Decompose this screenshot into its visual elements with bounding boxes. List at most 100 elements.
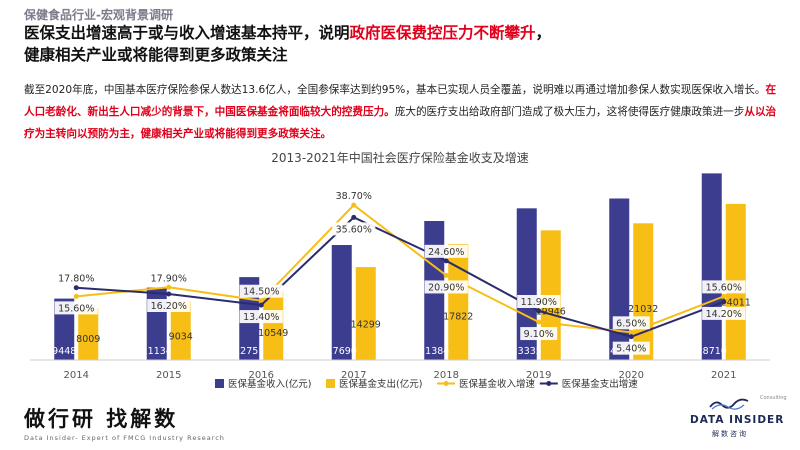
legend-label: 医保基金收入(亿元) [228,378,311,390]
body-sentence-2-red: 在人口老龄化、新出生人口减少的背景下，中国医保基金将面临较大的控费压力。 [24,84,777,118]
headline-line2: 健康相关产业或将能得到更多政策关注 [24,46,288,64]
expense-growth-point [536,308,542,314]
income-growth-label-bg [239,284,283,298]
legend-label: 医保基金支出增速 [562,378,639,390]
income-value-label: 11134 [142,346,172,357]
consulting-label: Consulting [760,395,787,401]
body-sentence-3: 庞大的医疗支出给政府部门造成了极大压力，这将使得医疗健康政策进一步 [394,106,745,118]
expense-growth-point [721,299,727,305]
legend-label: 医保基金收入增速 [459,378,536,390]
expense-growth-label: 5.40% [616,344,646,355]
expense-value-label: 8009 [76,334,100,345]
income-growth-label: 9.10% [524,329,554,340]
expense-bar [78,307,99,360]
legend-swatch [215,379,224,388]
expense-growth-line [76,216,725,338]
headline-part1: 医保支出增速高于或与收入增速基本持平，说明 [24,24,350,42]
legend-label: 医保基金支出(亿元) [339,378,422,390]
expense-value-label: 17822 [443,311,473,322]
income-growth-point [351,202,357,208]
expense-growth-label-bg [424,244,468,258]
expense-growth-point [628,334,634,340]
expense-value-label: 19946 [536,307,566,318]
income-growth-point [73,293,79,299]
expense-growth-label-bg [239,310,283,324]
expense-growth-label: 35.60% [336,224,372,235]
headline: 医保支出增速高于或与收入增速基本持平，说明政府医保费控压力不断攀升， 健康相关产… [24,22,744,66]
legend-marker [546,381,552,386]
expense-growth-label: 17.80% [58,274,94,285]
expense-growth-point [73,285,79,291]
income-growth-label: 15.60% [706,282,742,293]
income-growth-label: 38.70% [336,191,372,202]
expense-growth-label: 14.20% [706,309,742,320]
expense-growth-point [166,291,172,297]
expense-value-label: 9034 [169,331,193,342]
logo-mark-icon [709,398,749,410]
expense-growth-label-bg [54,271,98,285]
x-tick-label: 2015 [156,370,181,381]
expense-growth-label-bg [147,299,191,313]
income-growth-point [166,284,172,290]
headline-part2: ， [535,24,552,42]
income-bar [701,173,722,360]
section-kicker: 保健食品行业-宏观背景调研 [24,8,173,22]
income-growth-label: 20.90% [428,282,464,293]
expense-growth-label: 24.60% [428,247,464,258]
legend-swatch [326,379,335,388]
expense-growth-label-bg [332,222,376,236]
headline-highlight: 政府医保费控压力不断攀升 [349,24,536,42]
expense-growth-point [443,258,449,264]
x-tick-label: 2016 [249,370,274,381]
x-tick-label: 2020 [619,370,644,381]
income-growth-label: 14.50% [243,287,279,298]
expense-growth-label: 13.40% [243,312,279,323]
x-tick-label: 2014 [64,370,89,381]
x-tick-label: 2019 [526,370,551,381]
expense-value-label: 14299 [351,319,381,330]
income-growth-label-bg [520,327,558,341]
legend-marker [443,381,449,386]
expense-growth-point [351,214,357,220]
expense-growth-label-bg [517,294,561,308]
logo-text: DATA INSIDER [690,414,785,426]
footer-brand: 做行研 找解数 Data Insider- Expert of FMCG Ind… [24,403,225,442]
expense-bar [448,244,469,360]
expense-value-label: 21032 [628,304,658,315]
body-sentence-4-red: 从以治疗为主转向以预防为主，健康相关产业或将能得到更多政策关注。 [24,106,777,140]
income-growth-label-bg [702,280,746,294]
expense-growth-label: 16.20% [151,301,187,312]
income-growth-label: 15.60% [58,303,94,314]
income-growth-point [536,319,542,325]
income-value-label: 17690 [327,346,357,357]
income-growth-label: 17.90% [151,273,187,284]
income-growth-line [76,203,725,334]
chart-title: 2013-2021年中国社会医疗保险基金收支及增速 [271,151,529,165]
income-bar [331,245,352,360]
income-growth-label-bg [54,301,98,315]
expense-growth-label: 11.90% [521,297,557,308]
income-value-label: 23335 [512,346,542,357]
body-paragraph: 截至2020年底，中国基本医疗保险参保人数达13.6亿人，全国参保率达到约95%… [24,79,784,145]
income-bar [516,208,537,360]
expense-growth-label-bg [702,306,746,320]
income-growth-label-bg [332,189,376,203]
expense-value-label: 10549 [258,328,288,339]
logo-text-cn: 解数咨询 [712,430,748,438]
income-growth-point [628,329,634,335]
income-growth-label-bg [424,280,468,294]
expense-value-label: 24011 [721,297,751,308]
footer-tagline: Data Insider- Expert of FMCG Industry Re… [24,434,225,442]
income-growth-point [258,298,264,304]
expense-bar [263,291,284,360]
income-growth-label-bg [147,271,191,285]
income-growth-point [721,293,727,299]
x-tick-label: 2018 [434,370,459,381]
body-sentence-1: 截至2020年底，中国基本医疗保险参保人数达13.6亿人，全国参保率达到约95%… [24,84,766,96]
expense-growth-point [258,302,264,308]
expense-bar [633,223,654,360]
x-tick-label: 2017 [341,370,366,381]
income-value-label: 21384 [419,346,449,357]
income-value-label: 28710 [697,346,727,357]
income-growth-label: 6.50% [616,318,646,329]
